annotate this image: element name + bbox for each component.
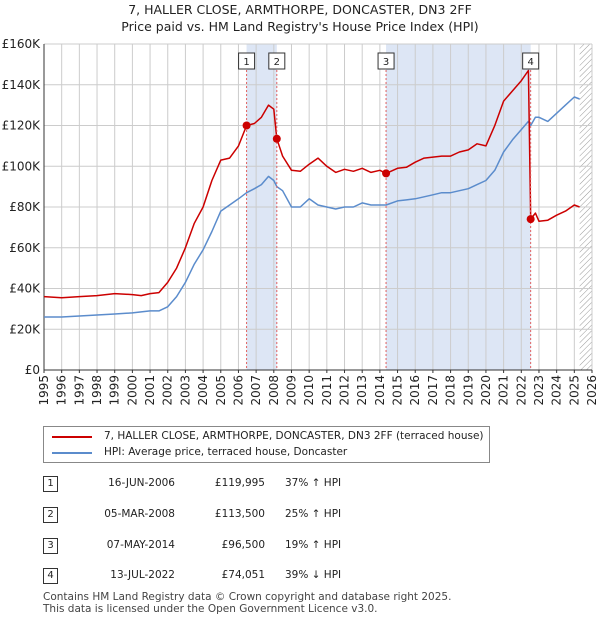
transaction-hpi-diff: 19% ↑ HPI [285, 539, 342, 551]
transaction-price: £113,500 [214, 508, 265, 520]
x-tick-label: 2002 [161, 375, 175, 406]
sale-label: 2 [274, 57, 280, 68]
x-tick-label: 2004 [196, 375, 210, 406]
y-tick-label: £100K [2, 159, 42, 173]
x-tick-label: 2013 [355, 375, 369, 406]
footer-copyright: Contains HM Land Registry data © Crown c… [43, 591, 452, 603]
transaction-date: 13-JUL-2022 [110, 569, 175, 581]
x-tick-label: 2020 [479, 375, 493, 406]
sale-label-box [522, 52, 540, 70]
hpi-line [44, 96, 580, 318]
transaction-number: 2 [43, 507, 58, 523]
chart-legend: 7, HALLER CLOSE, ARMTHORPE, DONCASTER, D… [43, 426, 490, 463]
x-tick-label: 2021 [497, 375, 511, 406]
transaction-row: 1 16-JUN-2006 £119,995 37% ↑ HPI [0, 476, 600, 496]
legend-label-hpi: HPI: Average price, terraced house, Donc… [104, 446, 348, 458]
chart-title-address: 7, HALLER CLOSE, ARMTHORPE, DONCASTER, D… [128, 2, 472, 17]
x-tick-label: 2014 [373, 375, 387, 406]
y-tick-label: £160K [2, 37, 42, 51]
sale-label-box [268, 52, 286, 70]
y-tick-label: £140K [2, 78, 42, 92]
x-tick-label: 1999 [108, 375, 122, 406]
x-tick-label: 2016 [408, 375, 422, 406]
sale-label-box [238, 52, 256, 70]
transaction-number: 1 [43, 476, 58, 492]
x-tick-label: 1995 [37, 375, 51, 406]
x-tick-label: 2008 [267, 375, 281, 406]
x-tick-label: 2007 [249, 375, 263, 406]
x-tick-label: 2003 [178, 375, 192, 406]
x-tick-label: 2024 [550, 375, 564, 406]
transaction-hpi-diff: 39% ↓ HPI [285, 569, 342, 581]
x-tick-label: 2025 [567, 375, 581, 406]
sale-point [526, 215, 535, 224]
x-tick-label: 2022 [514, 375, 528, 406]
x-tick-label: 2026 [585, 375, 599, 406]
transaction-row: 4 13-JUL-2022 £74,051 39% ↓ HPI [0, 568, 600, 588]
x-tick-label: 2015 [391, 375, 405, 406]
x-tick-label: 2010 [302, 375, 316, 406]
y-tick-label: £120K [2, 119, 42, 133]
property-price-line [44, 69, 580, 299]
x-tick-label: 2023 [532, 375, 546, 406]
x-tick-label: 2000 [125, 375, 139, 406]
transaction-price: £119,995 [214, 477, 265, 489]
sale-point [272, 134, 281, 143]
sale-point [382, 169, 391, 178]
x-tick-label: 1997 [72, 375, 86, 406]
x-tick-label: 2006 [231, 375, 245, 406]
sale-label-box [377, 52, 395, 70]
x-tick-label: 2011 [320, 375, 334, 406]
transaction-row: 3 07-MAY-2014 £96,500 19% ↑ HPI [0, 538, 600, 558]
x-tick-label: 2009 [284, 375, 298, 406]
y-tick-label: £60K [9, 241, 41, 255]
chart-subtitle: Price paid vs. HM Land Registry's House … [121, 19, 479, 34]
legend-label-property: 7, HALLER CLOSE, ARMTHORPE, DONCASTER, D… [104, 430, 484, 442]
transaction-date: 16-JUN-2006 [108, 477, 175, 489]
legend-swatch-hpi [52, 452, 92, 454]
transaction-price: £74,051 [221, 569, 265, 581]
x-tick-label: 1998 [90, 375, 104, 406]
transaction-date: 05-MAR-2008 [104, 508, 175, 520]
y-tick-label: £80K [9, 200, 41, 214]
transaction-hpi-diff: 37% ↑ HPI [285, 477, 342, 489]
x-tick-label: 1996 [55, 375, 69, 406]
x-tick-label: 2001 [143, 375, 157, 406]
y-tick-label: £20K [9, 322, 41, 336]
legend-swatch-property [52, 436, 92, 438]
transaction-date: 07-MAY-2014 [106, 539, 175, 551]
x-tick-label: 2005 [214, 375, 228, 406]
price-chart: £0 £20K £40K £60K £80K £100K £120K £140K £160K 19… [2, 37, 599, 406]
x-tick-label: 2019 [461, 375, 475, 406]
transaction-number: 3 [43, 538, 58, 554]
y-tick-label: £40K [9, 282, 41, 296]
x-tick-label: 2018 [444, 375, 458, 406]
transaction-price: £96,500 [221, 539, 265, 551]
footer-licence: This data is licensed under the Open Gov… [43, 603, 378, 615]
sale-label: 4 [527, 57, 533, 68]
sale-label: 3 [383, 57, 389, 68]
y-tick-label: £0 [25, 363, 40, 377]
transaction-row: 2 05-MAR-2008 £113,500 25% ↑ HPI [0, 507, 600, 527]
sale-point [242, 121, 251, 130]
x-tick-label: 2017 [426, 375, 440, 406]
transaction-number: 4 [43, 568, 58, 584]
sale-label: 1 [243, 57, 249, 68]
x-tick-label: 2012 [338, 375, 352, 406]
transaction-hpi-diff: 25% ↑ HPI [285, 508, 342, 520]
